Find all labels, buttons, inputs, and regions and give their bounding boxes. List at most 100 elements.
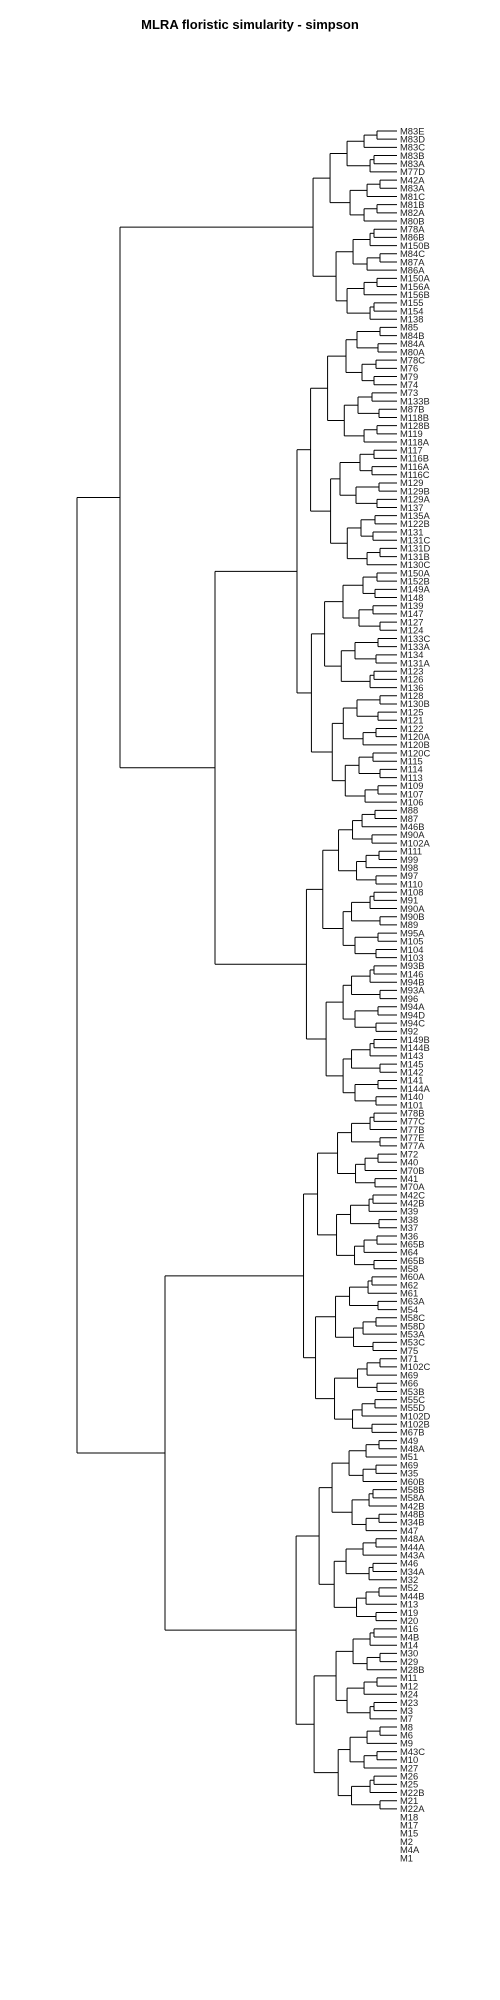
leaf-label: M27 [400, 1762, 418, 1773]
leaf-label: M102B [400, 1419, 430, 1430]
leaf-label: M3 [400, 1705, 413, 1716]
leaf-label: M141 [400, 1075, 423, 1086]
leaf-label: M92 [400, 1026, 418, 1037]
leaf-label: M116B [400, 453, 429, 464]
leaf-label: M46 [400, 1558, 418, 1569]
leaf-label: M61 [400, 1288, 418, 1299]
leaf-label: M156B [400, 289, 430, 300]
leaf-label: M111 [400, 846, 422, 857]
leaf-label: M139 [400, 600, 423, 611]
leaf-label: M101 [400, 1099, 423, 1110]
leaf-label: M80B [400, 215, 425, 226]
leaf-label: M116A [400, 461, 430, 472]
leaf-label: M49 [400, 1435, 418, 1446]
leaf-label: M58A [400, 1492, 425, 1503]
leaf-label: M60A [400, 1271, 425, 1282]
leaf-label: M128 [400, 690, 423, 701]
leaf-label: M77C [400, 1116, 425, 1127]
leaf-label: M135A [400, 510, 430, 521]
leaf-label: M120C [400, 747, 430, 758]
leaf-label: M137 [400, 502, 423, 513]
leaf-label: M86A [400, 264, 425, 275]
leaf-label: M67B [400, 1427, 425, 1438]
leaf-label: M69 [400, 1369, 418, 1380]
dendrogram-branches [76, 130, 397, 1810]
leaf-label: M148 [400, 592, 423, 603]
leaf-label: M87 [400, 813, 418, 824]
leaf-label: M75 [400, 1345, 418, 1356]
leaf-label: M142 [400, 1067, 423, 1078]
leaf-label: M73 [400, 387, 418, 398]
leaf-label: M76 [400, 363, 418, 374]
leaf-label: M43A [400, 1549, 425, 1560]
leaf-label: M41 [400, 1173, 418, 1184]
leaf-label: M85 [400, 322, 418, 333]
leaf-label: M93B [400, 960, 425, 971]
leaf-label: M126 [400, 674, 423, 685]
leaf-label: M8 [400, 1721, 413, 1732]
leaf-label: M122 [400, 723, 423, 734]
leaf-label: M124 [400, 625, 423, 636]
leaf-label: M81B [400, 199, 425, 210]
leaf-label: M54 [400, 1304, 418, 1315]
leaf-label: M25 [400, 1779, 418, 1790]
leaf-label: M94D [400, 1009, 425, 1020]
leaf-label: M58C [400, 1312, 425, 1323]
leaf-label: M14 [400, 1639, 418, 1650]
leaf-label: M83B [400, 150, 425, 161]
leaf-label: M26 [400, 1770, 418, 1781]
leaf-label: M116C [400, 469, 430, 480]
leaf-label: M21 [400, 1795, 418, 1806]
leaf-label: M98 [400, 862, 418, 873]
leaf-label: M133B [400, 395, 430, 406]
leaf-label: M58 [400, 1263, 418, 1274]
leaf-label: M83A [400, 183, 425, 194]
leaf-label: M94B [400, 977, 425, 988]
leaf-label: M155 [400, 297, 423, 308]
leaf-label: M83D [400, 133, 425, 144]
leaf-label: M130C [400, 559, 430, 570]
leaf-label: M37 [400, 1222, 418, 1233]
leaf-label: M138 [400, 314, 423, 325]
leaf-label: M9 [400, 1738, 413, 1749]
leaf-label: M83E [400, 125, 425, 136]
leaf-label: M134 [400, 649, 423, 660]
leaf-label: M17 [400, 1820, 418, 1831]
leaf-label: M78B [400, 1107, 425, 1118]
leaf-label: M117 [400, 445, 423, 456]
leaf-label: M88 [400, 805, 418, 816]
leaf-label: M48A [400, 1533, 425, 1544]
leaf-label: M44A [400, 1541, 425, 1552]
leaf-label: M55D [400, 1402, 425, 1413]
leaf-label: M150B [400, 240, 430, 251]
leaf-label: M15 [400, 1828, 418, 1839]
leaf-label: M4B [400, 1631, 419, 1642]
leaf-label: M87B [400, 404, 425, 415]
leaf-label: M102D [400, 1410, 430, 1421]
leaf-label: M11 [400, 1672, 418, 1683]
leaf-label: M51 [400, 1451, 418, 1462]
leaf-label: M89 [400, 919, 418, 930]
leaf-label: M23 [400, 1697, 418, 1708]
leaf-label: M130B [400, 698, 430, 709]
leaf-label: M1 [400, 1852, 413, 1863]
leaf-label: M121 [400, 715, 423, 726]
leaf-label: M109 [400, 780, 423, 791]
leaf-label: M52 [400, 1582, 418, 1593]
leaf-label: M77B [400, 1124, 425, 1135]
leaf-label: M120A [400, 731, 430, 742]
leaf-label: M119 [400, 428, 423, 439]
leaf-label: M140 [400, 1091, 423, 1102]
leaf-label: M108 [400, 886, 423, 897]
leaf-label: M60B [400, 1476, 425, 1487]
leaf-label: M63A [400, 1296, 425, 1307]
leaf-label: M4A [400, 1844, 420, 1855]
leaf-label: M149A [400, 584, 430, 595]
leaf-label: M102A [400, 837, 430, 848]
leaf-label: M20 [400, 1615, 418, 1626]
leaf-label: M154 [400, 305, 423, 316]
leaf-label: M99 [400, 854, 418, 865]
leaf-label: M90A [400, 903, 425, 914]
leaf-label: M131 [400, 526, 423, 537]
